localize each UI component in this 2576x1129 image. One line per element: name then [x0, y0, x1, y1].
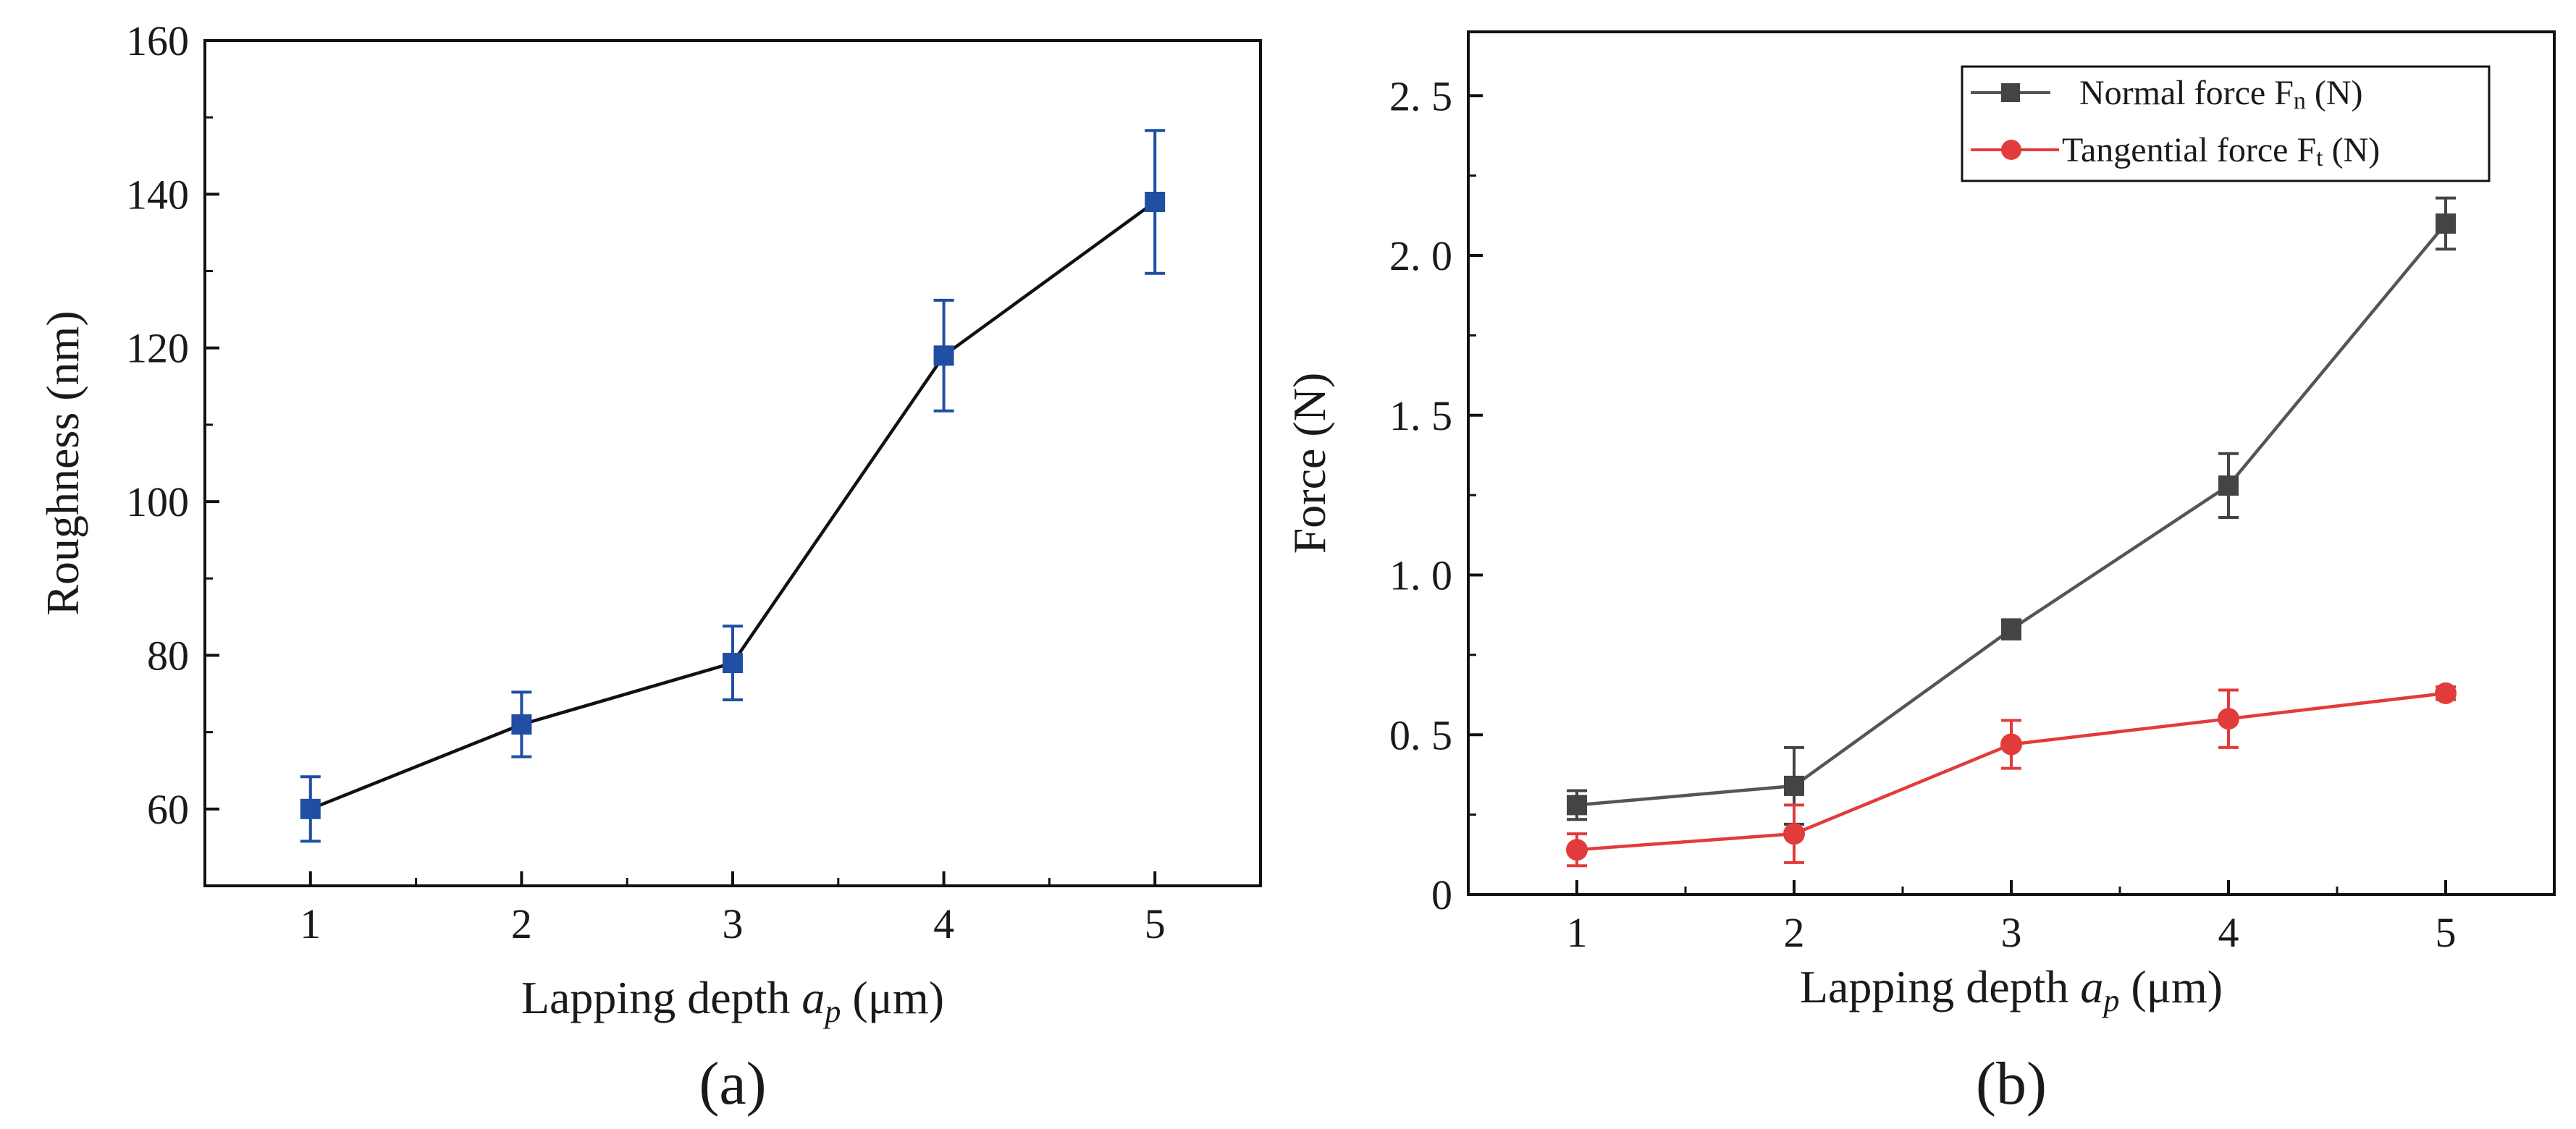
chart-b-ytick-label: 2. 0 [1389, 232, 1452, 279]
chart-b-ytick-label: 1. 0 [1389, 552, 1452, 599]
chart-a-series [300, 129, 1166, 843]
legend-tangential-force-label-unit: (N) [2323, 131, 2381, 169]
chart-a-ytick-label: 140 [126, 171, 189, 218]
chart-a-series-0-point [1145, 191, 1166, 212]
chart-a-ytick-label: 120 [126, 325, 189, 372]
chart-a-x-axis-title-variable: a [801, 972, 825, 1023]
chart-a-x-axis-title-subscript: p [822, 994, 841, 1029]
chart-b-x-axis-title: Lapping depth ap (μm) [1800, 961, 2223, 1018]
legend-normal-force-label-sub: n [2294, 88, 2306, 114]
chart-b-ytick-label: 0. 5 [1389, 711, 1452, 758]
legend-item-tangential-force: Tangential force Ft (N) [1971, 131, 2380, 172]
chart-a-x-axis-title-unit: (μm) [841, 972, 944, 1023]
chart-a-ytick-label: 100 [126, 478, 189, 525]
legend-normal-force-label-unit: (N) [2306, 74, 2363, 112]
chart-b-x-axis-title-unit: (μm) [2119, 961, 2223, 1012]
chart-a-ytick-label: 60 [147, 786, 189, 833]
chart-b-xtick-label: 1 [1567, 909, 1588, 956]
chart-a-series-0-line [309, 200, 1156, 811]
chart-b-y-axis-title: Force (N) [1284, 373, 1335, 554]
chart-b-series-1-point [1566, 839, 1588, 861]
chart-b-ytick-label: 1. 5 [1389, 392, 1452, 439]
chart-a-ytick-label: 160 [126, 17, 189, 64]
legend-tangential-force-label-sub: t [2316, 145, 2323, 172]
chart-a-ytick-label: 80 [147, 632, 189, 679]
chart-a-series-0-point [933, 345, 954, 366]
chart-a-xtick-label: 1 [300, 900, 321, 947]
chart-b-ytick-label: 2. 5 [1389, 72, 1452, 119]
chart-a-series-0-point [300, 798, 321, 819]
chart-b-series-1-point [2218, 708, 2239, 730]
chart-a-series-0-point [723, 653, 743, 674]
chart-b-series-0-point [2218, 475, 2239, 496]
chart-b-xtick-label: 3 [2001, 909, 2022, 956]
chart-b-ytick-label: 0 [1431, 871, 1452, 918]
chart-b-series-0-point [1567, 795, 1587, 816]
chart-b-legend: Normal force Fn (N) Tangential force Ft … [1961, 65, 2491, 182]
chart-a-y-axis-title: Roughness (nm) [37, 310, 88, 615]
chart-b-series [1566, 196, 2457, 868]
chart-b-xtick-label: 2 [1784, 909, 1805, 956]
chart-b-series-0-point [2436, 213, 2456, 234]
legend-tangential-force-marker [2001, 140, 2021, 160]
chart-b-x-axis-title-variable: a [2080, 961, 2103, 1012]
chart-b-panel-label: (b) [1976, 1050, 2047, 1117]
chart-a-series-0-point [511, 714, 532, 735]
chart-b-series-0-point [2001, 619, 2021, 640]
chart-a-plot-frame [203, 39, 1262, 887]
chart-a-xtick-label: 2 [511, 900, 532, 947]
chart-a: 60 80 100 120 140 160 1 2 3 4 5 Roughness (nm) La… [37, 17, 1262, 1117]
chart-b: 0 0. 5 1. 0 1. 5 2. 0 2. 5 1 2 3 4 5 Force (N) La… [1284, 30, 2556, 1117]
chart-a-xtick-label: 5 [1145, 900, 1166, 947]
chart-b-xtick-label: 5 [2436, 909, 2457, 956]
legend-tangential-force-label: Tangential force Ft (N) [2062, 131, 2380, 172]
chart-b-x-axis-title-text: Lapping depth [1800, 961, 2080, 1012]
chart-b-xtick-label: 4 [2218, 909, 2239, 956]
chart-b-x-axis: 1 2 3 4 5 [1567, 880, 2457, 956]
chart-b-x-axis-title-subscript: p [2101, 983, 2119, 1018]
chart-a-xtick-label: 4 [933, 900, 954, 947]
legend-item-normal-force: Normal force Fn (N) [1971, 74, 2363, 114]
chart-b-series-1-point [2000, 733, 2022, 756]
chart-a-xtick-label: 3 [723, 900, 744, 947]
chart-b-series-1-point [1783, 823, 1805, 845]
chart-b-legend-box [1961, 65, 2491, 182]
legend-normal-force-marker [2001, 83, 2020, 102]
chart-b-series-0-line [1576, 222, 2447, 807]
chart-a-x-axis-title: Lapping depth ap (μm) [521, 972, 944, 1029]
chart-a-y-axis: 60 80 100 120 140 160 [126, 17, 219, 833]
legend-tangential-force-label-text: Tangential force F [2062, 131, 2316, 169]
chart-b-y-axis: 0 0. 5 1. 0 1. 5 2. 0 2. 5 [1389, 72, 1483, 918]
chart-a-x-axis-title-text: Lapping depth [521, 972, 801, 1023]
legend-normal-force-label: Normal force Fn (N) [2079, 74, 2363, 114]
legend-normal-force-label-text: Normal force F [2079, 74, 2294, 112]
chart-b-series-1-point [2435, 682, 2457, 704]
chart-a-x-axis: 1 2 3 4 5 [300, 871, 1166, 947]
chart-b-series-1-line [1576, 691, 2446, 852]
chart-a-panel-label: (a) [699, 1050, 766, 1117]
chart-b-series-0-point [1784, 775, 1804, 796]
